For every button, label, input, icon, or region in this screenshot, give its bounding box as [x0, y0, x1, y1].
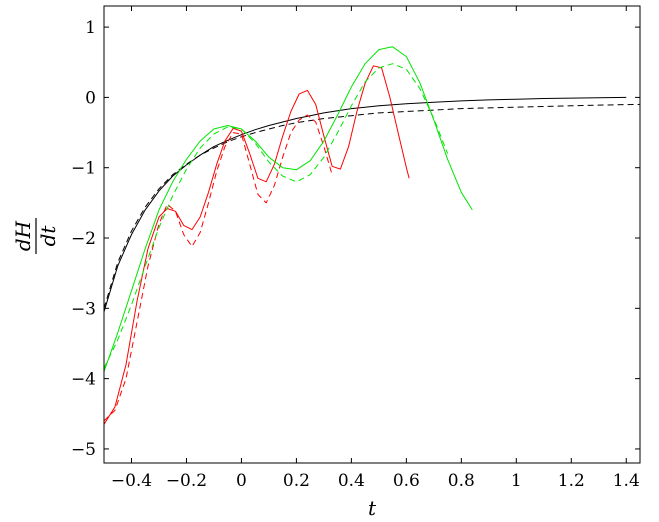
series-line-2	[103, 103, 641, 309]
plot-frame	[103, 5, 641, 464]
y-tick-label: −5	[71, 440, 96, 460]
x-tick-label: −0.2	[166, 471, 207, 491]
y-tick-label: −3	[71, 299, 96, 319]
x-tick-label: 1	[511, 471, 522, 491]
series-layer	[103, 46, 641, 425]
x-tick-label: 1.2	[558, 471, 585, 491]
series-line-1	[103, 96, 627, 312]
y-tick-label: 0	[85, 88, 96, 108]
x-axis-label: t	[368, 496, 377, 520]
y-axis-label-denominator: dt	[36, 225, 60, 247]
x-tick-label: 1.4	[613, 471, 640, 491]
x-tick-label: 0.6	[393, 471, 420, 491]
x-tick-label: 0	[236, 471, 247, 491]
x-tick-label: 0.4	[338, 471, 365, 491]
y-tick-label: −2	[71, 229, 96, 249]
y-axis-label-numerator: dH	[11, 220, 35, 251]
x-tick-label: 0.2	[283, 471, 310, 491]
series-line-3	[103, 65, 410, 425]
y-tick-label: −1	[71, 159, 96, 179]
series-line-6	[103, 63, 449, 369]
x-tick-label: −0.4	[111, 471, 152, 491]
y-tick-label: −4	[71, 370, 96, 390]
x-tick-label: 0.8	[448, 471, 475, 491]
series-line-5	[103, 46, 473, 372]
y-tick-label: 1	[85, 18, 96, 38]
series-line-4	[103, 114, 333, 422]
y-axis-label: dH dt	[11, 218, 60, 254]
tick-layer: −0.4 −0.2 0 0.2 0.4 0.6 0.8 1 1.2 1.4 1 0 −1 −2 −3 −4 −5	[71, 6, 640, 491]
